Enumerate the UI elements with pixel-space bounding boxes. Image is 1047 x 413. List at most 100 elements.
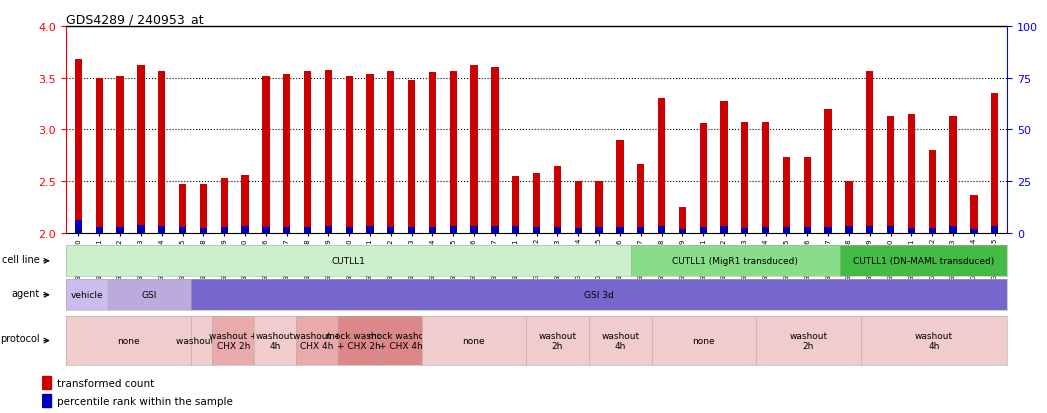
Text: mock washout
+ CHX 2h: mock washout + CHX 2h xyxy=(326,331,392,350)
Bar xyxy=(887,116,894,233)
Bar xyxy=(429,73,437,233)
Bar xyxy=(200,185,207,233)
Bar xyxy=(242,226,249,233)
Text: transformed count: transformed count xyxy=(57,378,154,388)
Bar xyxy=(908,114,915,233)
Text: mock washout
+ CHX 4h: mock washout + CHX 4h xyxy=(367,331,433,350)
Bar xyxy=(179,185,186,233)
Text: CUTLL1: CUTLL1 xyxy=(332,257,365,266)
Bar xyxy=(262,227,269,233)
Bar xyxy=(575,182,582,233)
Bar xyxy=(992,226,999,233)
Bar xyxy=(845,226,852,233)
Bar xyxy=(221,178,228,233)
Bar xyxy=(929,151,936,233)
Bar xyxy=(699,124,707,233)
Bar xyxy=(845,182,852,233)
Bar xyxy=(804,158,811,233)
Text: none: none xyxy=(117,336,140,345)
Bar xyxy=(387,72,395,233)
Bar xyxy=(617,140,624,233)
Bar xyxy=(533,173,540,233)
Bar xyxy=(283,227,290,233)
Bar xyxy=(929,228,936,233)
Text: washout
4h: washout 4h xyxy=(915,331,953,350)
Bar xyxy=(470,226,477,233)
Bar xyxy=(617,227,624,233)
Text: cell line: cell line xyxy=(2,255,40,265)
Text: CUTLL1 (DN-MAML transduced): CUTLL1 (DN-MAML transduced) xyxy=(853,257,995,266)
Bar xyxy=(699,227,707,233)
Bar xyxy=(137,66,144,233)
Bar xyxy=(116,227,124,233)
Bar xyxy=(242,176,249,233)
Bar xyxy=(971,195,978,233)
Text: washout
2h: washout 2h xyxy=(538,331,577,350)
Bar xyxy=(720,102,728,233)
Bar xyxy=(366,74,374,233)
Text: percentile rank within the sample: percentile rank within the sample xyxy=(57,396,232,406)
Bar xyxy=(678,207,686,233)
Bar xyxy=(325,226,332,233)
Bar xyxy=(866,226,873,233)
Bar xyxy=(658,99,665,233)
Text: agent: agent xyxy=(12,289,40,299)
Text: GSI 3d: GSI 3d xyxy=(584,291,615,299)
Bar xyxy=(491,68,498,233)
Bar xyxy=(637,227,644,233)
Bar xyxy=(554,166,561,233)
Text: protocol: protocol xyxy=(0,333,40,343)
Bar xyxy=(491,226,498,233)
Text: washout +
CHX 4h: washout + CHX 4h xyxy=(293,331,341,350)
Bar xyxy=(158,226,165,233)
Bar xyxy=(783,227,790,233)
Bar xyxy=(596,227,603,233)
Bar xyxy=(158,72,165,233)
Bar xyxy=(221,227,228,233)
Bar xyxy=(908,228,915,233)
Bar xyxy=(804,227,811,233)
Bar xyxy=(262,76,269,233)
Bar xyxy=(678,229,686,233)
Bar xyxy=(762,123,770,233)
Bar xyxy=(366,226,374,233)
Bar xyxy=(325,71,332,233)
Bar xyxy=(74,221,82,233)
Bar xyxy=(762,227,770,233)
Text: washout
4h: washout 4h xyxy=(257,331,294,350)
Bar xyxy=(42,394,51,407)
Bar xyxy=(304,227,311,233)
Bar xyxy=(42,376,51,389)
Bar xyxy=(449,72,456,233)
Bar xyxy=(971,229,978,233)
Bar xyxy=(533,227,540,233)
Bar xyxy=(387,227,395,233)
Bar xyxy=(950,116,957,233)
Bar xyxy=(283,74,290,233)
Text: washout
2h: washout 2h xyxy=(789,331,827,350)
Text: CUTLL1 (MigR1 transduced): CUTLL1 (MigR1 transduced) xyxy=(672,257,798,266)
Bar xyxy=(554,227,561,233)
Bar xyxy=(200,228,207,233)
Bar xyxy=(824,109,831,233)
Bar xyxy=(304,72,311,233)
Text: vehicle: vehicle xyxy=(70,291,104,299)
Bar xyxy=(741,123,749,233)
Text: washout
4h: washout 4h xyxy=(601,331,640,350)
Text: washout +
CHX 2h: washout + CHX 2h xyxy=(209,331,258,350)
Bar xyxy=(741,228,749,233)
Text: none: none xyxy=(463,336,485,345)
Bar xyxy=(637,164,644,233)
Bar xyxy=(95,78,103,233)
Bar xyxy=(179,227,186,233)
Bar xyxy=(346,76,353,233)
Bar xyxy=(950,226,957,233)
Bar xyxy=(575,228,582,233)
Text: GDS4289 / 240953_at: GDS4289 / 240953_at xyxy=(66,13,203,26)
Bar xyxy=(512,226,519,233)
Bar xyxy=(346,227,353,233)
Bar xyxy=(137,225,144,233)
Bar xyxy=(408,81,416,233)
Bar xyxy=(992,94,999,233)
Bar xyxy=(866,72,873,233)
